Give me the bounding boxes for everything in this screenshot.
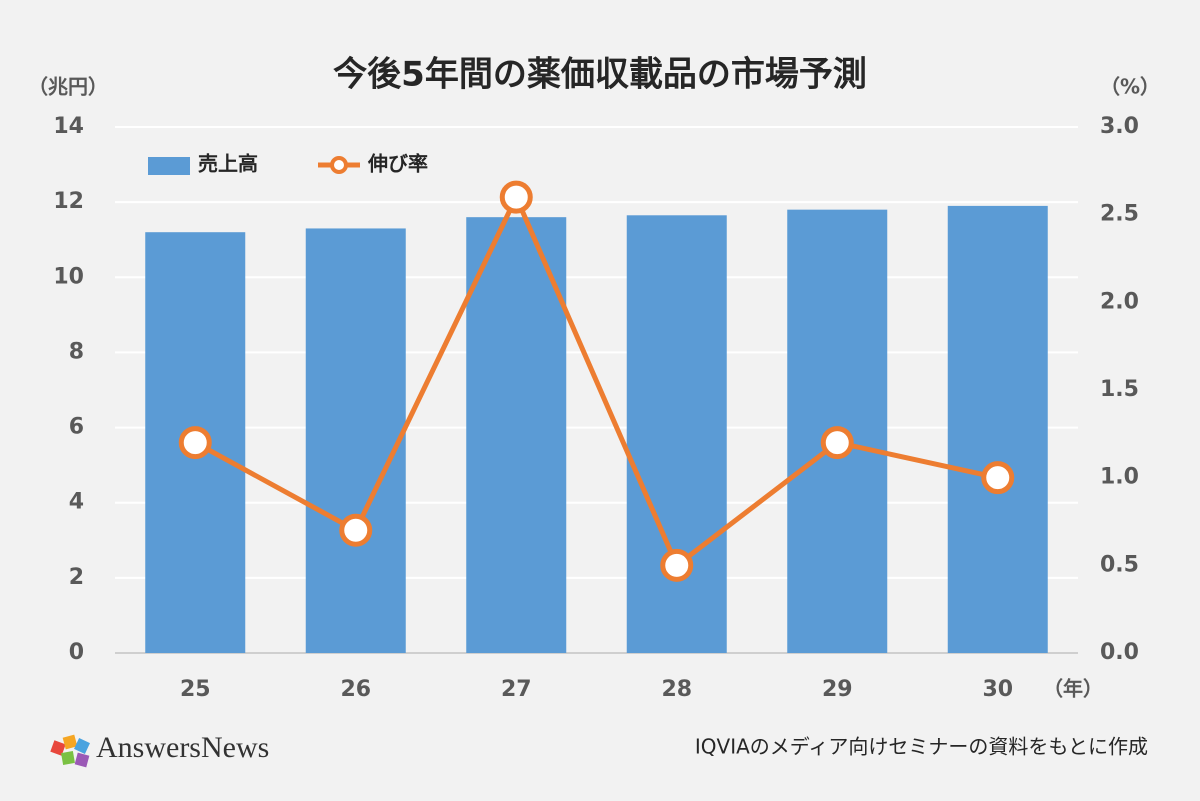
y2-tick-label: 0.0 xyxy=(1100,640,1139,665)
x-tick-label: 26 xyxy=(340,677,371,702)
y2-tick-label: 1.5 xyxy=(1100,377,1139,402)
line xyxy=(194,194,999,568)
logo-text: AnswersNews xyxy=(96,731,269,764)
x-tick-label: 25 xyxy=(180,677,211,702)
y-tick-label: 14 xyxy=(53,114,84,139)
legend-label: 売上高 xyxy=(198,152,258,176)
line-marker xyxy=(178,426,212,460)
y2-tick-label: 3.0 xyxy=(1100,114,1139,139)
x-tick-label: 28 xyxy=(661,677,692,702)
legend-swatch xyxy=(148,157,190,175)
line-marker xyxy=(820,426,854,460)
x-axis-label: （年） xyxy=(1043,677,1103,701)
logo-icon xyxy=(50,734,90,768)
bar xyxy=(466,217,567,653)
y2-tick-label: 2.0 xyxy=(1100,289,1139,314)
x-tick-label: 30 xyxy=(982,677,1013,702)
y2-tick-label: 0.5 xyxy=(1100,552,1139,577)
x-tick-label: 27 xyxy=(501,677,532,702)
line-marker xyxy=(660,548,694,582)
y-tick-label: 10 xyxy=(53,264,84,289)
y-tick-label: 4 xyxy=(69,490,84,515)
y2-axis-label: （%） xyxy=(1100,75,1160,99)
y2-tick-label: 2.5 xyxy=(1100,202,1139,227)
source-note: IQVIAのメディア向けセミナーの資料をもとに作成 xyxy=(695,735,1148,759)
chart-title: 今後5年間の薬価収載品の市場予測 xyxy=(333,55,867,95)
y-tick-label: 0 xyxy=(69,640,84,665)
line-marker xyxy=(981,461,1015,495)
bar xyxy=(305,228,406,653)
y-tick-label: 12 xyxy=(53,189,84,214)
line-marker xyxy=(499,180,533,214)
y-tick-label: 8 xyxy=(69,339,84,364)
x-tick-label: 29 xyxy=(822,677,853,702)
bar xyxy=(947,205,1048,653)
bar xyxy=(626,215,727,654)
y2-tick-label: 1.0 xyxy=(1100,465,1139,490)
line-marker xyxy=(339,513,373,547)
y-tick-label: 2 xyxy=(69,565,84,590)
legend-label: 伸び率 xyxy=(367,152,428,176)
y-tick-label: 6 xyxy=(69,415,84,440)
y-axis-label: （兆円） xyxy=(28,75,108,99)
legend-swatch xyxy=(330,156,348,174)
